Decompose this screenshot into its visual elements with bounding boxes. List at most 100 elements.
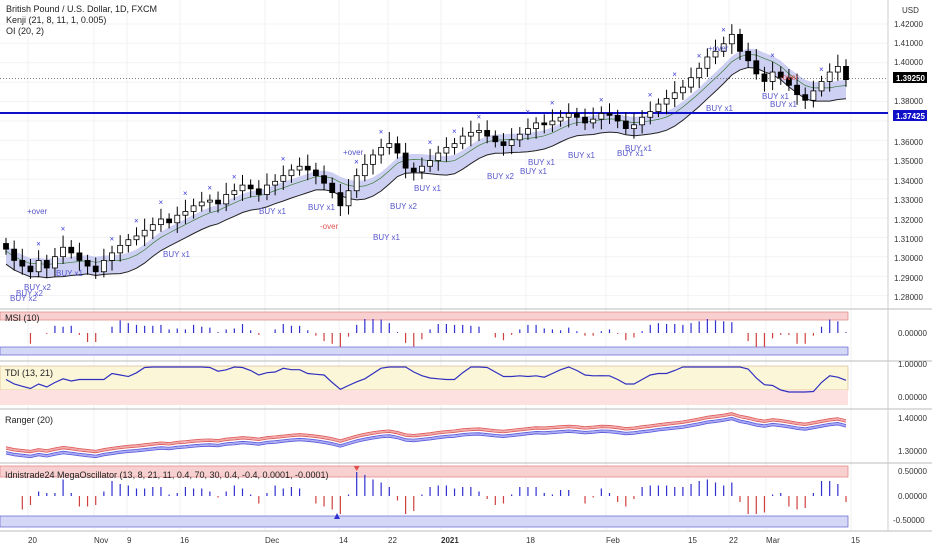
- tdi-low-zone: [0, 390, 848, 405]
- candle-body: [655, 103, 662, 113]
- candle-body: [525, 128, 531, 135]
- signal-x-mark: ×: [158, 198, 163, 207]
- time-tick: 22: [388, 536, 397, 545]
- candle-body: [753, 60, 760, 75]
- signal-x-mark: ×: [697, 52, 702, 61]
- price-tick: 1.31000: [894, 235, 923, 244]
- candle-body: [786, 77, 792, 86]
- candle-body: [533, 122, 539, 129]
- kenji-line: [5, 66, 847, 279]
- time-tick: 20: [28, 536, 37, 545]
- current-price-badge: [893, 72, 927, 83]
- ranger-pane[interactable]: [5, 412, 847, 459]
- time-tick: Feb: [606, 536, 620, 545]
- candle-body: [843, 66, 849, 80]
- ranger-band-line: [5, 416, 847, 456]
- candle-body: [761, 73, 768, 82]
- time-tick: 2021: [441, 536, 459, 545]
- candle-body: [378, 147, 385, 156]
- ranger-band-line: [5, 413, 847, 453]
- candle-body: [704, 56, 711, 69]
- ranger-title[interactable]: Ranger (20): [5, 415, 53, 425]
- signal-label: BUY x2: [390, 202, 418, 211]
- candle-body: [190, 205, 197, 212]
- price-tick: 1.36000: [894, 138, 923, 147]
- signal-label: BUY x1: [163, 250, 191, 259]
- candle-body: [11, 248, 18, 261]
- indicator-oi-label[interactable]: OI (20, 2): [6, 26, 45, 36]
- mega-oversold-zone: [0, 515, 849, 528]
- candle-body: [802, 94, 809, 101]
- candle-body: [777, 71, 784, 79]
- price-tick: 1.40000: [894, 58, 923, 67]
- candle-body: [500, 141, 507, 146]
- candle-body: [76, 252, 83, 261]
- mega-pane[interactable]: [0, 465, 849, 528]
- candle-body: [476, 130, 482, 133]
- signal-label: BUY x2: [487, 172, 515, 181]
- candle-body: [239, 184, 246, 192]
- candle-body: [166, 218, 173, 224]
- candle-body: [728, 33, 735, 45]
- candle-body: [467, 131, 474, 137]
- candle-body: [427, 160, 433, 167]
- candle-body: [370, 154, 376, 165]
- tdi-pane[interactable]: [0, 365, 849, 405]
- signal-x-mark: ×: [232, 173, 237, 182]
- candle-body: [272, 180, 279, 186]
- price-tick: 1.30000: [894, 254, 923, 263]
- candle-body: [712, 50, 719, 58]
- price-tick: 1.38000: [894, 97, 923, 106]
- candle-body: [264, 184, 270, 195]
- signal-label: BUY x2: [24, 283, 52, 292]
- ranger-band-line: [5, 412, 847, 451]
- candle-body: [100, 260, 107, 273]
- symbol-title[interactable]: British Pound / U.S. Dollar, 1D, FXCM: [6, 4, 158, 14]
- price-axis-currency: USD: [902, 6, 919, 15]
- mega-overbought-zone: [0, 465, 849, 478]
- candle-body: [141, 229, 148, 237]
- indicator-kenji-label[interactable]: Kenji (21, 8, 11, 1, 0.005): [6, 15, 107, 25]
- price-tick: 1.42000: [894, 20, 923, 29]
- candle-body: [296, 165, 303, 171]
- price-pane[interactable]: × × × × × × × × × × × × × × × × × × × × × × ×: [0, 24, 888, 279]
- candle-body: [231, 190, 238, 195]
- price-tick: 1.33000: [894, 196, 923, 205]
- signal-x-mark: ×: [183, 189, 188, 198]
- signal-x-mark: ×: [379, 128, 384, 137]
- signal-label: BUY x1: [625, 144, 653, 153]
- ranger-band-line: [5, 418, 847, 457]
- current-price-label: 1.39250: [896, 74, 925, 83]
- candle-body: [92, 265, 99, 273]
- candle-body: [614, 114, 621, 122]
- signal-x-mark: ×: [525, 107, 530, 116]
- signal-x-mark: ×: [770, 51, 775, 60]
- candle-body: [582, 116, 588, 124]
- signal-x-mark: ×: [428, 138, 433, 147]
- candle-body: [419, 165, 425, 173]
- candle-body: [337, 192, 344, 207]
- candle-body: [206, 199, 213, 203]
- candle-body: [598, 113, 605, 120]
- price-tick: 1.32000: [894, 216, 923, 225]
- signal-label: BUY x1: [520, 167, 548, 176]
- candle-body: [125, 239, 132, 246]
- candle-body: [459, 135, 466, 145]
- candle-body: [182, 211, 189, 216]
- msi-pane[interactable]: [0, 311, 849, 356]
- time-tick: 15: [851, 536, 860, 545]
- candle-body: [35, 260, 42, 273]
- ranger-tick: 1.40000: [898, 414, 927, 423]
- candle-body: [60, 246, 66, 258]
- signal-x-mark: ×: [354, 158, 359, 167]
- msi-title[interactable]: MSI (10): [5, 313, 40, 323]
- candle-body: [492, 135, 499, 143]
- chart-header: British Pound / U.S. Dollar, 1D, FXCM Ke…: [6, 4, 157, 37]
- candle-body: [818, 81, 825, 92]
- tdi-title[interactable]: TDI (13, 21): [5, 368, 53, 378]
- msi-oversold-zone: [0, 346, 849, 356]
- signal-label: BUY x1: [308, 203, 336, 212]
- candle-body: [565, 113, 572, 118]
- mega-title[interactable]: Idnistrade24 MegaOscillator (13, 8, 21, …: [5, 470, 329, 480]
